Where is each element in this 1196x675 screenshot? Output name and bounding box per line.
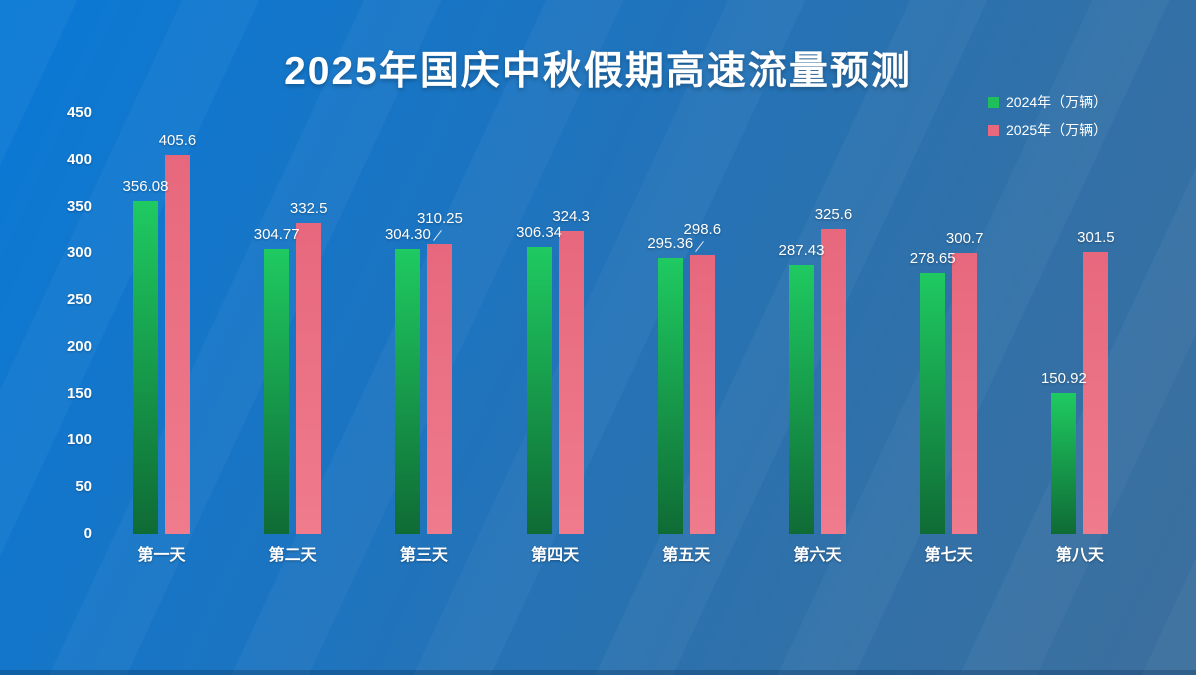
x-axis-label: 第二天 [268, 547, 317, 564]
value-label-2024: 356.08 [122, 177, 169, 195]
legend-label-2024: 2024年（万辆） [1006, 94, 1108, 110]
y-tick-label: 100 [66, 431, 92, 449]
value-label-2025: 325.6 [814, 206, 853, 224]
bar-2024 [264, 248, 290, 534]
y-tick-label: 300 [66, 244, 92, 262]
value-label-2025: 301.5 [1077, 228, 1115, 246]
bar-2025 [427, 243, 453, 534]
bar-2024 [1051, 392, 1077, 534]
value-label-2025: 310.25 [416, 209, 463, 227]
value-label-2025: 300.7 [945, 229, 984, 247]
value-label-2025: 298.6 [683, 220, 722, 238]
legend-item-2025: 2025年（万辆） [988, 120, 1107, 140]
bar-2025 [952, 252, 978, 534]
bar-2025 [296, 222, 322, 534]
bar-2025 [821, 229, 846, 534]
legend-swatch-2024-icon [988, 96, 999, 108]
x-axis-label: 第八天 [1055, 547, 1104, 564]
value-label-2024: 278.65 [909, 250, 956, 268]
bar-2024 [657, 257, 683, 534]
bar-2024 [133, 200, 158, 534]
x-axis-label: 第三天 [399, 547, 448, 564]
y-tick-label: 200 [66, 337, 92, 355]
chart-title: 2025年国庆中秋假期高速流量预测 [284, 50, 912, 93]
legend-swatch-2025-icon [988, 124, 999, 136]
value-label-2025: 405.6 [158, 131, 197, 149]
y-tick-label: 50 [75, 478, 92, 496]
chart-legend: 2024年（万辆） 2025年（万辆） [988, 92, 1107, 148]
value-label-2024: 150.92 [1040, 369, 1087, 387]
bar-2024 [526, 247, 552, 534]
bar-2025 [1083, 251, 1109, 534]
legend-item-2024: 2024年（万辆） [988, 92, 1107, 112]
bar-2025 [558, 230, 584, 534]
y-tick-label: 400 [66, 150, 92, 168]
y-tick-label: 450 [66, 104, 92, 121]
bar-2024 [789, 265, 814, 534]
bar-2025 [689, 254, 715, 534]
y-tick-label: 150 [66, 384, 92, 402]
value-label-2025: 324.3 [552, 207, 590, 225]
value-label-2024: 295.36 [647, 234, 694, 252]
x-axis-label: 第七天 [924, 547, 973, 564]
x-axis-label: 第四天 [531, 547, 580, 564]
x-axis-label: 第五天 [662, 547, 711, 564]
y-tick-label: 0 [83, 525, 92, 542]
y-tick-label: 250 [66, 291, 92, 309]
bottom-edge-decoration [0, 670, 1196, 675]
value-label-2025: 332.5 [289, 199, 328, 217]
x-axis-label: 第一天 [137, 547, 186, 564]
value-label-2024: 304.30 [384, 226, 431, 244]
y-tick-label: 350 [66, 197, 92, 215]
value-label-2024: 304.77 [253, 225, 300, 243]
legend-label-2025: 2025年（万辆） [1006, 122, 1108, 138]
bar-2025 [165, 154, 190, 534]
value-label-2024: 306.34 [516, 224, 563, 242]
x-axis-label: 第六天 [793, 547, 842, 564]
bar-2024 [395, 249, 421, 534]
bar-2024 [920, 273, 946, 534]
value-label-2024: 287.43 [778, 242, 825, 260]
